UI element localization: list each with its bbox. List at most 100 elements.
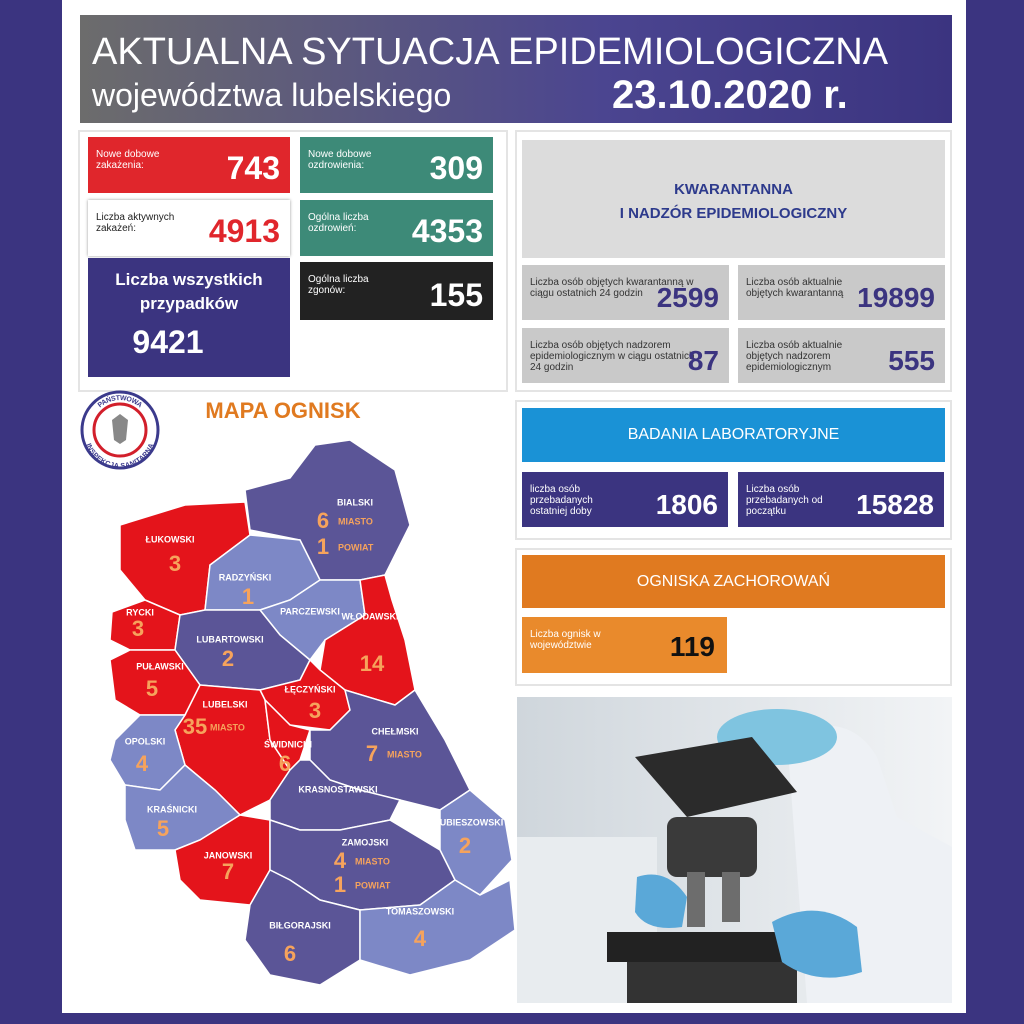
district-count: 7 [222, 859, 234, 884]
header: AKTUALNA SYTUACJA EPIDEMIOLOGICZNA wojew… [80, 15, 952, 123]
card-value: 1806 [655, 489, 718, 520]
district-count: 3 [169, 551, 181, 576]
district-name: ZAMOJSKI [342, 837, 389, 847]
district-count: 3 [309, 698, 321, 723]
stats-panel [78, 130, 508, 392]
district-name: LUBELSKI [203, 699, 248, 709]
stat-card: Ogólna liczba ozdrowień: 4353 [300, 200, 493, 256]
card-label: Ogólna liczba ozdrowień: [308, 212, 369, 234]
district-name: HRUBIESZOWSKI [427, 817, 504, 827]
district-count: 7 [366, 741, 378, 766]
stat-card: Liczba aktywnych zakażeń: 4913 [88, 200, 290, 256]
card-label: Liczba aktywnych zakażeń: [96, 212, 175, 234]
district-name: BIŁGORAJSKI [269, 920, 331, 930]
district-count: 35 [183, 714, 207, 739]
district-name: RYCKI [126, 607, 154, 617]
stat-card: Liczba osób objętych kwarantanną w ciągu… [522, 265, 729, 320]
district-name: CHEŁMSKI [372, 726, 419, 736]
card-label: Nowe dobowe ozdrowienia: [308, 149, 372, 171]
district-name: ŁUKOWSKI [146, 534, 195, 544]
district-note: MIASTO [338, 516, 373, 526]
stat-card: Liczba osób objętych nadzorem epidemiolo… [522, 328, 729, 383]
map: PAŃSTWOWA INSPEKCJA SANITARNA MAPA OGNIS… [80, 390, 516, 986]
header-date: 23.10.2020 r. [612, 73, 848, 117]
stat-card: Liczba osób przebadanych od początku 1582… [738, 472, 944, 527]
district-count: 1 [334, 872, 346, 897]
quarantine-title-line: KWARANTANNA [674, 181, 793, 198]
quarantine-title: KWARANTANNA I NADZÓR EPIDEMIOLOGICZNY [522, 140, 945, 258]
header-subtitle: województwa lubelskiego [92, 77, 452, 113]
header-title: AKTUALNA SYTUACJA EPIDEMIOLOGICZNA [92, 31, 889, 73]
stat-card: Nowe dobowe zakażenia: 743 [88, 137, 290, 193]
district-count: 3 [132, 616, 144, 641]
outbreaks-title: OGNISKA ZACHOROWAŃ [522, 555, 945, 608]
district-name: ŚWIDNICKI [264, 738, 312, 749]
district-name: PARCZEWSKI [280, 606, 340, 616]
base [627, 962, 797, 1003]
objective [722, 872, 740, 922]
district-count: 4 [414, 926, 427, 951]
district-count: 4 [334, 848, 347, 873]
district-shape [269, 759, 402, 831]
card-label: Liczba osób przebadanych od początku [746, 484, 823, 517]
card-value: 15828 [856, 489, 934, 520]
card-label: Liczba osób objętych nadzorem epidemiolo… [530, 340, 695, 373]
district-shape [309, 688, 471, 811]
card-label: Nowe dobowe zakażenia: [96, 149, 160, 171]
quarantine-panel [515, 130, 952, 392]
card-label: Liczba osób objętych kwarantanną w ciągu… [530, 277, 694, 299]
card-value: 309 [429, 150, 483, 186]
district-name: PUŁAWSKI [136, 661, 184, 671]
outbreaks-panel [515, 548, 952, 686]
district-note: MIASTO [387, 749, 422, 759]
district-count: 5 [157, 816, 169, 841]
card-label: liczba osób przebadanych ostatniej doby [530, 484, 593, 517]
map-title: MAPA OGNISK [205, 398, 360, 423]
district-count: 14 [360, 651, 385, 676]
district-count: 2 [459, 833, 471, 858]
district-count: 6 [284, 941, 296, 966]
district-count: 6 [317, 508, 329, 533]
district-count: 2 [222, 646, 234, 671]
card-value: 743 [226, 150, 280, 186]
district-shape [359, 878, 516, 976]
district-count: 6 [279, 751, 291, 776]
stat-card: Nowe dobowe ozdrowienia: 309 [300, 137, 493, 193]
district-note: MIASTO [355, 856, 390, 866]
stat-card: Liczba osób aktualnie objętych nadzorem … [738, 328, 945, 383]
logo-eagle [112, 414, 128, 444]
district-count: 4 [136, 751, 149, 776]
district-count: 1 [242, 584, 254, 609]
quarantine-title-line: I NADZÓR EPIDEMIOLOGICZNY [619, 205, 848, 222]
districts: BIALSKI 6 MIASTO 1 POWIAT ŁUKOWSKI 3 RADZYŃSKI 1… [109, 439, 516, 986]
district-name: JANOWSKI [204, 850, 253, 860]
card-value: 19899 [857, 282, 935, 313]
lab-panel [515, 400, 952, 540]
total-label: Liczba wszystkich przypadków [115, 270, 263, 313]
outbreaks-card: Liczba ognisk w województwie 119 [522, 617, 727, 673]
lab-title: BADANIA LABORATORYJNE [522, 408, 945, 462]
district-name: KRAŚNICKI [147, 803, 197, 814]
district-name: LUBARTOWSKI [196, 634, 263, 644]
district-name: ŁĘCZYŃSKI [284, 684, 335, 694]
district-note: POWIAT [338, 542, 374, 552]
card-label: Ogólna liczba zgonów: [308, 274, 369, 296]
microscope-body [667, 817, 757, 877]
district-name: RADZYŃSKI [219, 572, 272, 582]
card-value: 119 [669, 631, 715, 662]
total-value: 9421 [132, 324, 204, 360]
district-name: TOMASZOWSKI [386, 906, 454, 916]
district-count: 5 [146, 676, 158, 701]
stat-card: Liczba osób aktualnie objętych kwarantan… [738, 265, 945, 320]
microscope-head [635, 737, 797, 817]
card-value: 155 [429, 277, 483, 313]
total-card: Liczba wszystkich przypadków 9421 [88, 258, 290, 377]
stat-card: liczba osób przebadanych ostatniej doby 1… [522, 472, 728, 527]
stat-card: Ogólna liczba zgonów: 155 [300, 262, 493, 320]
district-name: BIALSKI [337, 497, 373, 507]
district-count: 1 [317, 534, 329, 559]
glove [635, 874, 687, 928]
district-name: KRASNOSTAWSKI [298, 784, 377, 794]
district-name: WŁODAWSKI [342, 611, 399, 621]
